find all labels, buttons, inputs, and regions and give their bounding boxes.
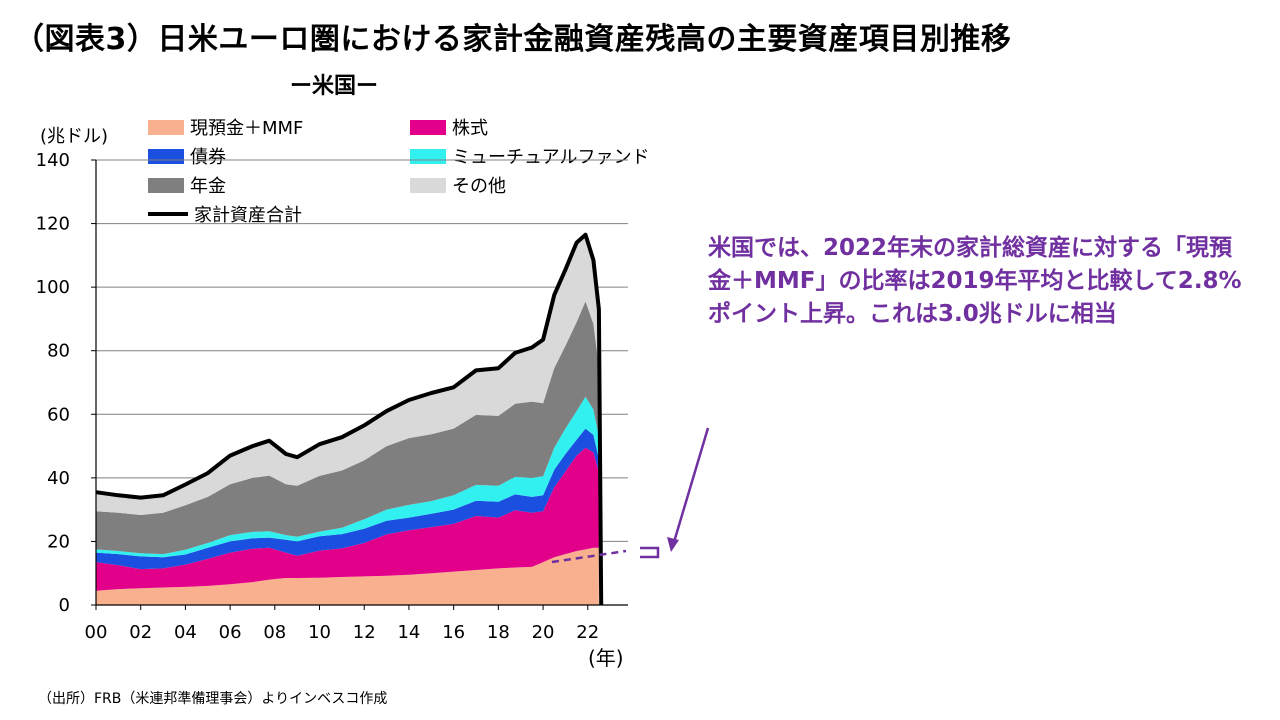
annotation-arrow-head — [667, 537, 679, 552]
x-tick-label-06: 06 — [219, 622, 242, 643]
legend-label-funds: ミューチュアルファンド — [452, 147, 650, 168]
source-note: （出所）FRB（米連邦準備理事会）よりインベスコ作成 — [38, 691, 388, 707]
area-pension — [96, 301, 599, 555]
legend-label-other: その他 — [452, 176, 506, 197]
legend-label-pension: 年金 — [190, 176, 226, 197]
legend-item-total: 家計資産合計 — [148, 201, 302, 227]
y-tick-label-60: 60 — [47, 404, 70, 425]
y-tick-label-100: 100 — [36, 277, 70, 298]
legend-label-cash: 現預金＋MMF — [190, 118, 304, 139]
x-tick-label-12: 12 — [353, 622, 376, 643]
x-tick-label-18: 18 — [487, 622, 510, 643]
annotation-arrow-line — [672, 427, 710, 543]
area-equity — [96, 447, 599, 591]
area-bonds — [96, 428, 599, 570]
total-line — [95, 232, 604, 606]
legend-label-bonds: 債券 — [190, 147, 226, 168]
x-tick-label-00: 00 — [85, 622, 108, 643]
y-tick-label-0: 0 — [59, 595, 70, 616]
annotation-dashed-line — [551, 549, 627, 564]
legend-label-equity: 株式 — [452, 118, 488, 139]
y-tick-label-40: 40 — [47, 468, 70, 489]
legend-item-cash: 現預金＋MMF — [148, 114, 303, 140]
y-tick-label-20: 20 — [47, 531, 70, 552]
x-tick-label-02: 02 — [129, 622, 152, 643]
area-other — [96, 234, 599, 515]
chart-title: （図表3）日米ユーロ圏における家計金融資産残高の主要資産項目別推移 — [14, 22, 1012, 57]
x-tick-label-10: 10 — [308, 622, 331, 643]
annotation-bracket — [640, 546, 660, 559]
x-tick-label-04: 04 — [174, 622, 197, 643]
y-tick-label-80: 80 — [47, 341, 70, 362]
x-axis-unit: (年) — [588, 646, 624, 670]
legend-item-pension: 年金 — [148, 172, 226, 198]
x-tick-label-08: 08 — [263, 622, 286, 643]
legend-item-equity: 株式 — [410, 114, 488, 140]
x-tick-label-16: 16 — [442, 622, 465, 643]
legend-swatch-pension — [148, 177, 184, 193]
annotation-text: 米国では、2022年末の家計総資産に対する「現預金＋MMF」の比率は2019年平… — [708, 235, 1242, 327]
x-tick-label-22: 22 — [576, 622, 599, 643]
y-tick-label-140: 140 — [36, 150, 70, 171]
x-tick-label-14: 14 — [397, 622, 420, 643]
legend-line-total — [148, 212, 188, 216]
legend-item-other: その他 — [410, 172, 506, 198]
legend-swatch-cash — [148, 119, 184, 135]
legend-label-total: 家計資産合計 — [194, 205, 302, 226]
area-cash — [96, 547, 599, 605]
chart-subtitle: ー米国ー — [290, 74, 379, 99]
x-tick-label-20: 20 — [532, 622, 555, 643]
legend-swatch-equity — [410, 119, 446, 135]
y-tick-label-120: 120 — [36, 214, 70, 235]
y-axis-unit: (兆ドル) — [40, 126, 109, 147]
legend-swatch-other — [410, 177, 446, 193]
